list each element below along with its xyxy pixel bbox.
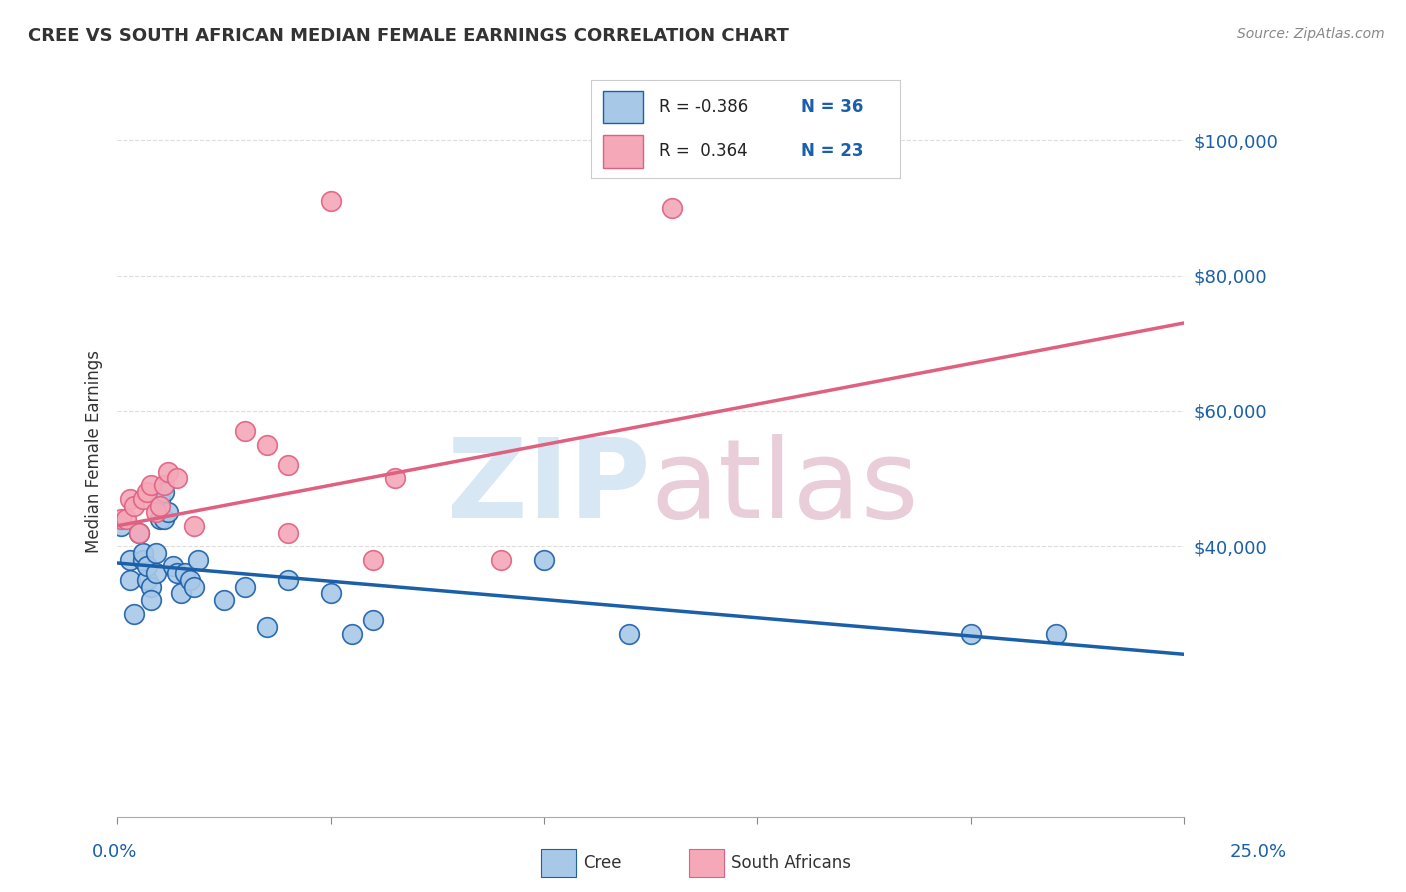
Point — [118, 491, 141, 506]
Point — [145, 566, 167, 581]
Text: CREE VS SOUTH AFRICAN MEDIAN FEMALE EARNINGS CORRELATION CHART: CREE VS SOUTH AFRICAN MEDIAN FEMALE EARN… — [28, 27, 789, 45]
Point — [122, 499, 145, 513]
Point — [277, 573, 299, 587]
Point — [959, 627, 981, 641]
Point — [174, 566, 197, 581]
Point — [153, 478, 176, 492]
Point — [179, 573, 201, 587]
Point — [533, 552, 555, 566]
Text: N = 36: N = 36 — [801, 98, 863, 116]
Point — [361, 552, 384, 566]
Point — [256, 438, 278, 452]
Text: atlas: atlas — [651, 434, 920, 541]
Point — [157, 505, 180, 519]
Point — [132, 552, 155, 566]
Point — [122, 607, 145, 621]
Point — [110, 518, 132, 533]
FancyBboxPatch shape — [603, 136, 643, 168]
Point — [145, 546, 167, 560]
Point — [145, 505, 167, 519]
Point — [384, 471, 406, 485]
Bar — [541, 849, 576, 877]
Point — [141, 580, 163, 594]
Point — [256, 620, 278, 634]
Point — [1045, 627, 1067, 641]
Text: 0.0%: 0.0% — [91, 843, 136, 861]
Point — [319, 194, 342, 209]
Point — [128, 525, 150, 540]
Point — [212, 593, 235, 607]
Text: Source: ZipAtlas.com: Source: ZipAtlas.com — [1237, 27, 1385, 41]
Text: R = -0.386: R = -0.386 — [658, 98, 748, 116]
Point — [114, 512, 136, 526]
Point — [233, 424, 256, 438]
Point — [277, 525, 299, 540]
Point — [319, 586, 342, 600]
Point — [136, 559, 159, 574]
Point — [361, 614, 384, 628]
Point — [187, 552, 209, 566]
Point — [619, 627, 641, 641]
Text: South Africans: South Africans — [731, 854, 851, 872]
Bar — [689, 849, 724, 877]
Text: ZIP: ZIP — [447, 434, 651, 541]
Point — [141, 478, 163, 492]
Point — [233, 580, 256, 594]
Point — [149, 499, 172, 513]
Point — [149, 491, 172, 506]
Point — [183, 518, 205, 533]
Point — [132, 491, 155, 506]
Point — [153, 485, 176, 500]
Point — [136, 485, 159, 500]
Point — [170, 586, 193, 600]
Point — [149, 512, 172, 526]
Point — [340, 627, 363, 641]
Point — [110, 512, 132, 526]
Point — [157, 465, 180, 479]
Point — [118, 552, 141, 566]
Text: R =  0.364: R = 0.364 — [658, 142, 747, 160]
Point — [162, 559, 184, 574]
Point — [661, 201, 683, 215]
Text: Cree: Cree — [583, 854, 621, 872]
Point — [136, 573, 159, 587]
Point — [141, 593, 163, 607]
Point — [166, 566, 188, 581]
Point — [166, 471, 188, 485]
Point — [277, 458, 299, 472]
FancyBboxPatch shape — [603, 91, 643, 123]
Text: 25.0%: 25.0% — [1229, 843, 1286, 861]
Y-axis label: Median Female Earnings: Median Female Earnings — [86, 350, 103, 553]
Point — [128, 525, 150, 540]
Point — [132, 546, 155, 560]
Point — [183, 580, 205, 594]
Point — [489, 552, 512, 566]
Text: N = 23: N = 23 — [801, 142, 863, 160]
Point — [153, 512, 176, 526]
Point — [118, 573, 141, 587]
